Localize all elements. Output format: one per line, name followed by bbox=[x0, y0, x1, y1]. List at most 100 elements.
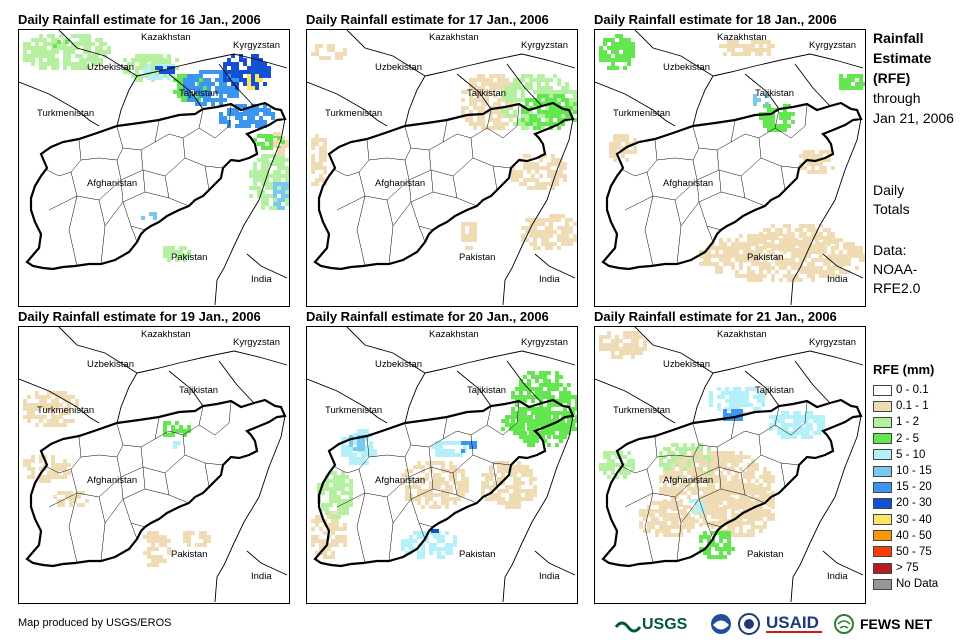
rainfall-cell bbox=[687, 447, 691, 451]
rainfall-cell bbox=[341, 475, 345, 479]
rainfall-cell bbox=[783, 128, 787, 132]
rainfall-cell bbox=[517, 419, 521, 423]
province-border bbox=[142, 169, 170, 199]
rainfall-cell bbox=[783, 266, 787, 270]
rainfall-cell bbox=[565, 431, 569, 435]
rainfall-cell bbox=[607, 54, 611, 58]
rainfall-cell bbox=[441, 547, 445, 551]
rainfall-cell bbox=[819, 232, 823, 236]
rainfall-cell bbox=[513, 82, 517, 86]
rainfall-cell bbox=[461, 98, 465, 102]
rainfall-cell bbox=[501, 86, 505, 90]
rainfall-cell bbox=[533, 122, 537, 126]
rainfall-cell bbox=[655, 521, 659, 525]
rainfall-cell bbox=[315, 52, 319, 56]
rainfall-cell bbox=[615, 455, 619, 459]
rainfall-cell bbox=[727, 501, 731, 505]
rainfall-cell bbox=[513, 473, 517, 477]
rainfall-cell bbox=[255, 86, 259, 90]
rainfall-cell bbox=[199, 90, 203, 94]
rainfall-cell bbox=[95, 58, 99, 62]
rainfall-cell bbox=[223, 74, 227, 78]
rainfall-cell bbox=[259, 70, 263, 74]
rainfall-cell bbox=[533, 427, 537, 431]
rainfall-cell bbox=[511, 170, 515, 174]
province-border bbox=[624, 195, 654, 211]
legend-item: No Data bbox=[873, 576, 938, 592]
rainfall-cell bbox=[819, 236, 823, 240]
rainfall-cell bbox=[23, 407, 27, 411]
rainfall-cell bbox=[207, 539, 211, 543]
rainfall-cell bbox=[619, 455, 623, 459]
rainfall-cell bbox=[277, 174, 281, 178]
rainfall-cell bbox=[99, 50, 103, 54]
rainfall-cell bbox=[155, 535, 159, 539]
rainfall-cell bbox=[525, 82, 529, 86]
rainfall-cell bbox=[173, 441, 177, 445]
rainfall-cell bbox=[565, 102, 569, 106]
rainfall-cell bbox=[531, 407, 535, 411]
rainfall-cell bbox=[751, 250, 755, 254]
rainfall-cell bbox=[195, 74, 199, 78]
rainfall-cell bbox=[567, 391, 571, 395]
rainfall-cell bbox=[771, 108, 775, 112]
rainfall-cell bbox=[655, 533, 659, 537]
rainfall-cell bbox=[323, 539, 327, 543]
rainfall-cell bbox=[281, 182, 285, 186]
rainfall-cell bbox=[67, 411, 71, 415]
rainfall-cell bbox=[863, 258, 865, 262]
rainfall-cell bbox=[153, 216, 157, 220]
rainfall-cell bbox=[91, 54, 95, 58]
rainfall-cell bbox=[807, 236, 811, 240]
rainfall-cell bbox=[349, 487, 353, 491]
rainfall-cell bbox=[263, 70, 267, 74]
rainfall-cell bbox=[497, 465, 501, 469]
rainfall-cell bbox=[537, 234, 541, 238]
rainfall-cell bbox=[23, 58, 27, 62]
rainfall-cell bbox=[409, 539, 413, 543]
rainfall-cell bbox=[285, 182, 289, 186]
rainfall-cell bbox=[801, 431, 805, 435]
rainfall-cell bbox=[545, 110, 549, 114]
rainfall-cell bbox=[473, 86, 477, 90]
rainfall-cell bbox=[529, 122, 533, 126]
rainfall-cell bbox=[599, 50, 603, 54]
rainfall-cell bbox=[647, 521, 651, 525]
rainfall-cell bbox=[349, 491, 353, 495]
rainfall-cell bbox=[35, 54, 39, 58]
country-label-india: India bbox=[251, 571, 272, 582]
rainfall-cell bbox=[675, 443, 679, 447]
rainfall-cell bbox=[547, 443, 551, 447]
rainfall-cell bbox=[759, 40, 763, 44]
rainfall-cell bbox=[643, 509, 647, 513]
rainfall-cell bbox=[819, 254, 823, 258]
rainfall-cell bbox=[497, 98, 501, 102]
rainfall-cell bbox=[535, 375, 539, 379]
rainfall-cell bbox=[615, 50, 619, 54]
rainfall-cell bbox=[711, 531, 715, 535]
rainfall-cell bbox=[759, 246, 763, 250]
rainfall-cell bbox=[835, 258, 839, 262]
rainfall-cell bbox=[31, 50, 35, 54]
rainfall-cell bbox=[679, 447, 683, 451]
rainfall-cell bbox=[449, 551, 453, 555]
rainfall-cell bbox=[247, 112, 251, 116]
rainfall-cell bbox=[223, 86, 227, 90]
rainfall-cell bbox=[461, 469, 465, 473]
rainfall-cell bbox=[219, 70, 223, 74]
rainfall-cell bbox=[707, 455, 711, 459]
rainfall-cell bbox=[135, 66, 139, 70]
rainfall-cell bbox=[523, 162, 527, 166]
rainfall-cell bbox=[329, 499, 333, 503]
rainfall-cell bbox=[755, 479, 759, 483]
rainfall-cell bbox=[751, 483, 755, 487]
rainfall-cell bbox=[727, 238, 731, 242]
rainfall-cell bbox=[323, 138, 327, 142]
country-label-india: India bbox=[539, 571, 560, 582]
rainfall-cell bbox=[741, 395, 745, 399]
rainfall-cell bbox=[345, 483, 349, 487]
rainfall-cell bbox=[543, 166, 547, 170]
province-border bbox=[780, 462, 786, 488]
rainfall-cell bbox=[369, 449, 373, 453]
rainfall-cell bbox=[635, 335, 639, 339]
